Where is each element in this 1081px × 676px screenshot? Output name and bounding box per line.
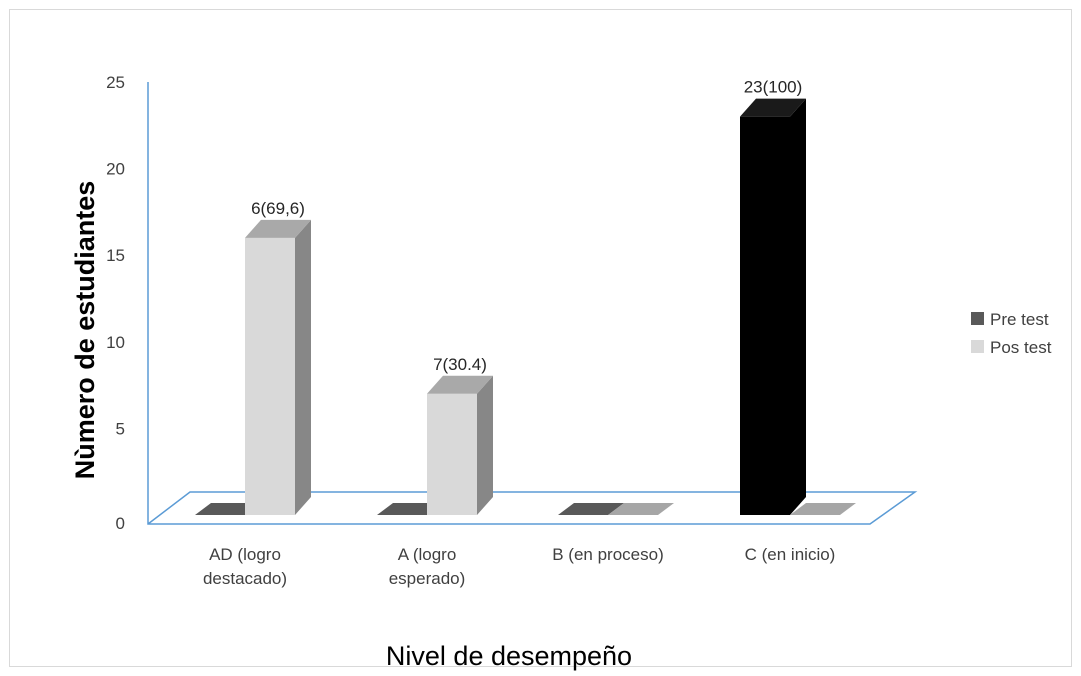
bar-front [427,393,477,515]
bar-front [740,116,790,515]
bar-pre-test [195,503,261,515]
bar-top [427,375,493,394]
y-axis-title: Nùmero de estudiantes [70,181,100,480]
bar-side [790,98,806,515]
x-tick-label: A (logro esperado) [389,545,466,588]
x-axis-title: Nivel de desempeño [386,641,632,671]
x-tick-label: AD (logro destacado) [203,545,287,588]
data-label: 6(69,6) [251,199,305,218]
legend-label: Pos test [990,338,1052,357]
bar-pos-test [608,503,674,515]
bar-pos-test [427,375,493,515]
legend-label: Pre test [990,310,1049,329]
axes-layer: 0 5 10 15 20 25 AD (logro destacado) A (logro esp… [106,73,918,588]
x-tick-label: B (en proceso) [552,545,664,564]
bar-side [477,375,493,515]
bar-floor [790,503,856,515]
bar-floor [195,503,261,515]
y-tick-label: 5 [116,419,125,438]
x-tick-label: C (en inicio) [745,545,836,564]
legend: Pre test Pos test [971,310,1052,357]
bar-floor [558,503,624,515]
bar-pre-test [377,503,443,515]
y-tick-label: 20 [106,160,125,179]
legend-swatch [971,340,984,353]
bar-pos-test [245,219,311,515]
bar-front [245,237,295,515]
bar-floor [608,503,674,515]
bar-pre-test [558,503,624,515]
y-tick-label: 10 [106,333,125,352]
bar-top [245,219,311,238]
floor-outline [147,82,918,525]
data-label: 23(100) [744,78,803,97]
legend-swatch [971,312,984,325]
bar-pos-test [790,503,856,515]
y-tick-label: 25 [106,73,125,92]
data-label: 7(30.4) [433,355,487,374]
bars-layer [195,98,856,515]
labels-layer: 23(100) 6(69,6) 7(30.4) [251,78,802,374]
bar-top [740,98,806,117]
chart-frame [9,9,1072,667]
bar-floor [377,503,443,515]
y-tick-label: 15 [106,246,125,265]
y-tick-label: 0 [116,514,125,533]
bar-side [295,219,311,515]
bar-pre-test [740,98,806,515]
